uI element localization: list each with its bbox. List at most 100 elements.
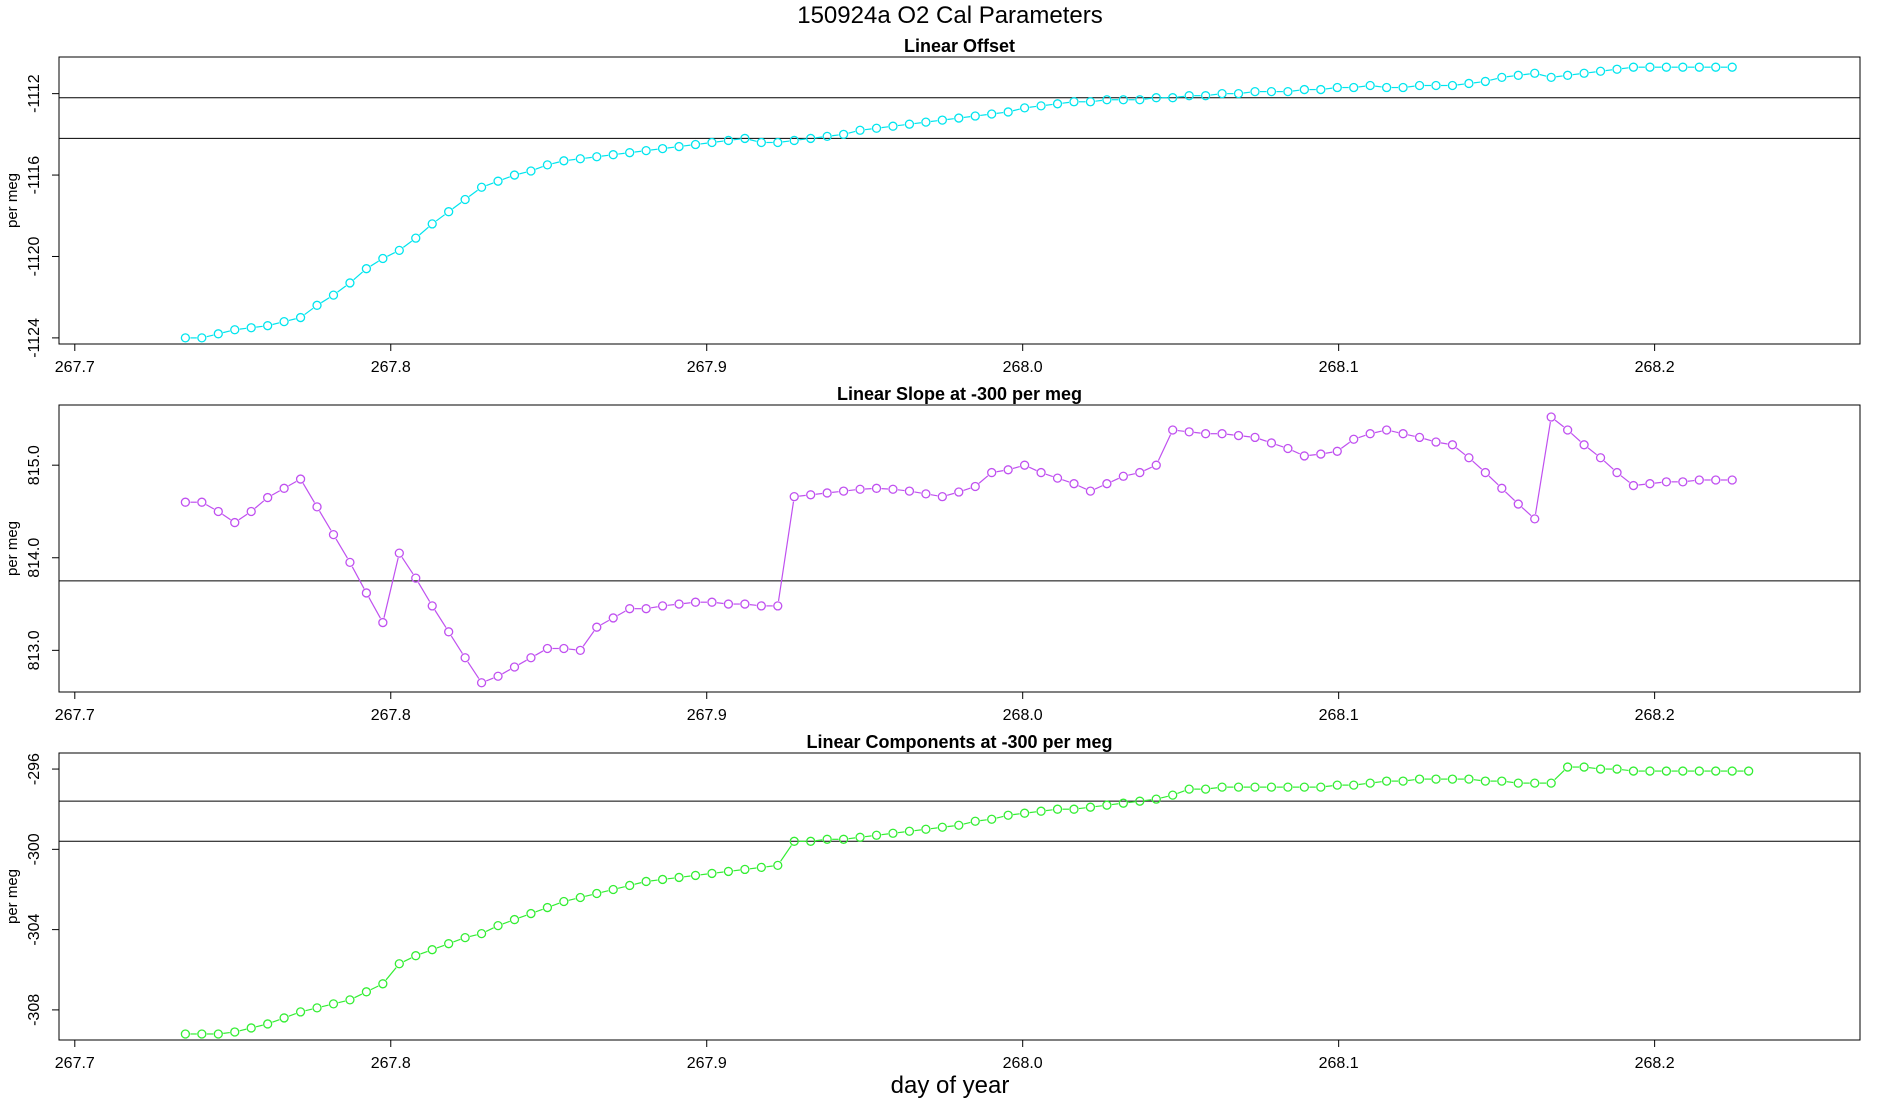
series-segment [1243, 435, 1251, 438]
series-segment [1621, 769, 1629, 772]
series-segment [304, 307, 314, 316]
data-point [1381, 776, 1392, 786]
series-segment [452, 201, 462, 210]
series-segment [469, 934, 477, 938]
series-segment [930, 494, 938, 497]
data-point [1431, 80, 1441, 91]
data-point [1085, 486, 1096, 496]
plot-frame [58, 56, 1861, 345]
series-segment [417, 582, 431, 602]
data-point [559, 643, 569, 654]
x-tick-label: 268.1 [1319, 1055, 1359, 1072]
data-point [526, 908, 536, 919]
data-point [213, 506, 223, 517]
panel-2: Linear Slope at -300 per meg 267.7 267.8 26… [4, 384, 1861, 724]
series-segment [980, 114, 987, 117]
series-segment [288, 480, 297, 487]
series-segment [1605, 69, 1613, 72]
data-point [690, 139, 701, 150]
data-point [1513, 778, 1523, 788]
series-segment [832, 134, 839, 137]
series-segment [617, 610, 626, 617]
data-point [427, 945, 437, 955]
series-segment [370, 260, 379, 267]
panel-3: Linear Components at -300 per meg 267.7 26… [4, 732, 1861, 1072]
data-point [1595, 764, 1606, 774]
series-segment [1012, 465, 1020, 470]
series-segment [815, 136, 823, 139]
series-segment [930, 827, 938, 830]
data-point [1645, 766, 1655, 776]
data-point [1052, 473, 1063, 483]
series-segment [1194, 431, 1201, 434]
series-segment [1210, 787, 1218, 790]
x-tick-label: 268.0 [1003, 707, 1043, 724]
series-segment [568, 158, 576, 161]
series-segment [667, 146, 675, 149]
data-point [1052, 804, 1063, 814]
data-point [1612, 467, 1622, 478]
data-point [707, 137, 717, 148]
data-point [345, 557, 355, 568]
data-point [509, 170, 520, 180]
series-segment [996, 111, 1004, 114]
data-point [921, 117, 931, 127]
series-segment [1128, 473, 1136, 476]
data-point [756, 137, 766, 148]
series-segment [651, 148, 658, 151]
data-point [1085, 97, 1096, 107]
page-title: 150924a O2 Cal Parameters [797, 2, 1103, 29]
data-point [1217, 782, 1227, 792]
series-segment [914, 829, 921, 832]
series-segment [777, 501, 795, 602]
data-point [608, 884, 618, 895]
data-point [1727, 62, 1737, 72]
series-segment [319, 510, 332, 531]
data-point [1266, 438, 1277, 448]
data-point [871, 830, 882, 840]
data-point [1447, 440, 1458, 450]
data-point [1645, 479, 1655, 489]
series-segment [288, 318, 296, 321]
series-segment [1490, 77, 1498, 81]
series-segment [1029, 105, 1037, 108]
data-point [608, 613, 618, 623]
data-point [1250, 432, 1260, 443]
data-point [1694, 62, 1704, 72]
series-segment [897, 124, 905, 127]
series-segment [535, 650, 544, 656]
series-segment [864, 128, 872, 131]
data-point [230, 1027, 240, 1037]
data-point [312, 300, 322, 310]
data-point [1530, 514, 1540, 524]
panel-1: Linear Offset 267.7 267.8 267.9 268.0 268.1 26… [4, 36, 1861, 376]
series-segment [683, 144, 691, 147]
data-point [625, 148, 635, 158]
series-segment [683, 875, 691, 878]
data-point [970, 481, 980, 492]
series-segment [272, 322, 280, 326]
data-point [1036, 101, 1046, 111]
data-point [1612, 764, 1622, 774]
data-point [921, 824, 931, 834]
data-point [312, 1003, 322, 1013]
series-segment [650, 606, 658, 609]
data-point [1595, 66, 1606, 76]
series-segment [947, 118, 954, 121]
series-segment [420, 950, 428, 955]
series-segment [1539, 73, 1547, 77]
series-segment [1309, 454, 1316, 456]
data-point [1019, 460, 1030, 470]
data-point [411, 233, 421, 243]
data-point [444, 207, 454, 217]
data-point [690, 870, 701, 881]
data-point [1019, 103, 1030, 113]
data-point [378, 617, 388, 628]
data-point [1678, 477, 1688, 487]
series-segment [848, 130, 856, 134]
y-tick-label: -1116 [26, 156, 43, 195]
data-point [723, 866, 734, 877]
data-point [1349, 434, 1359, 444]
data-point [1250, 782, 1260, 792]
data-point [1744, 766, 1754, 776]
